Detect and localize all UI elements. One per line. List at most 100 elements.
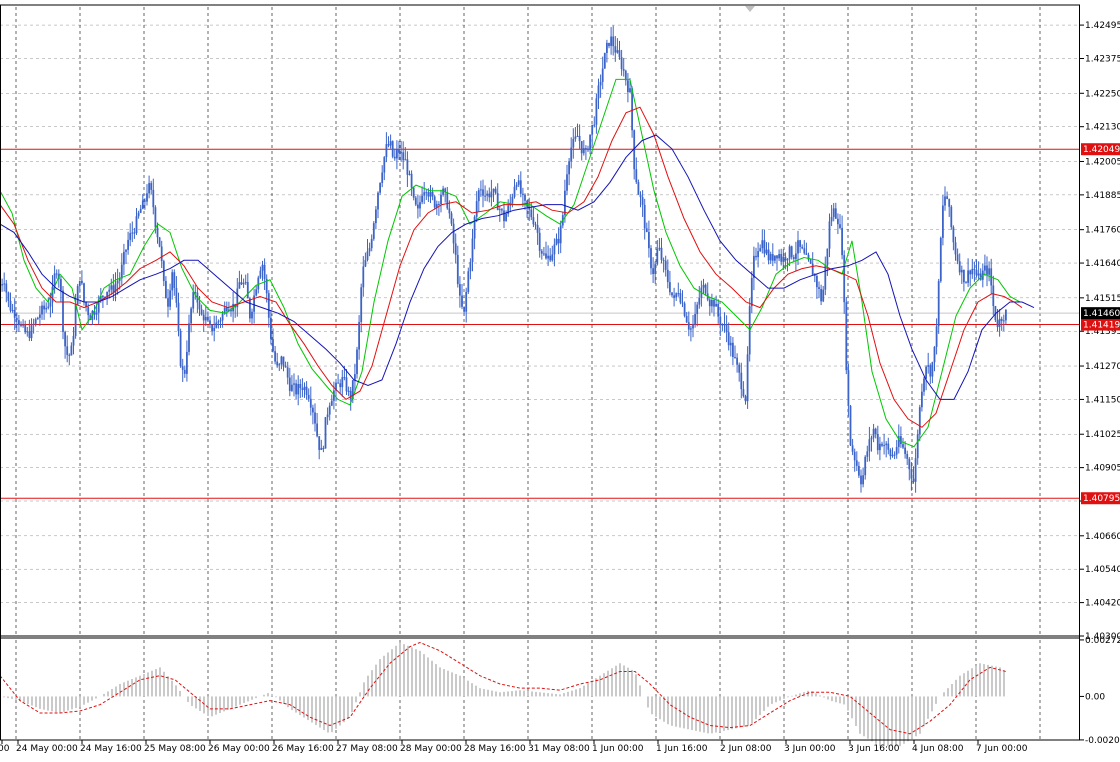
- time-tick-label: 25 May 08:00: [144, 744, 206, 754]
- price-bar: [225, 301, 228, 317]
- price-bar: [631, 86, 633, 138]
- level-price-tag: [1081, 143, 1120, 156]
- bar-body: [834, 208, 837, 219]
- bar-body: [417, 204, 419, 209]
- bar-body: [904, 447, 906, 454]
- price-bar: [918, 404, 921, 442]
- price-bar: [818, 281, 820, 299]
- bar-body: [719, 316, 722, 325]
- price-bar: [925, 365, 927, 391]
- bar-body: [34, 319, 37, 324]
- price-bar: [213, 315, 216, 342]
- price-bar: [135, 207, 138, 235]
- bar-body: [786, 258, 789, 261]
- bar-body: [519, 180, 522, 194]
- price-axis: 1.42495 1.42375 1.42250 1.42130 1.42005 1.418…: [1080, 21, 1120, 642]
- price-bar: [612, 25, 615, 56]
- price-bar: [654, 261, 657, 284]
- price-bar: [908, 457, 911, 481]
- bar-body: [935, 326, 938, 347]
- price-tick-label: 1.42130: [1085, 123, 1120, 133]
- bar-body: [597, 85, 600, 99]
- price-bar: [118, 272, 121, 290]
- bar-body: [280, 356, 283, 365]
- price-bar: [421, 186, 423, 205]
- bar-body: [765, 249, 768, 254]
- price-bar: [601, 56, 604, 90]
- bar-body: [845, 302, 848, 371]
- bar-body: [851, 445, 854, 452]
- bar-body: [385, 144, 388, 158]
- bar-body: [948, 198, 951, 207]
- bar-body: [864, 456, 867, 476]
- bar-body: [431, 191, 434, 197]
- price-bar: [551, 245, 554, 262]
- price-bar: [988, 261, 990, 282]
- bar-body: [381, 172, 384, 184]
- price-tick-label: 1.40660: [1085, 532, 1120, 542]
- price-bar: [591, 124, 594, 146]
- bar-body: [568, 161, 570, 175]
- price-bar: [822, 285, 825, 303]
- price-bar: [929, 363, 932, 385]
- price-bar: [160, 240, 163, 269]
- price-bar: [855, 451, 858, 472]
- bar-body: [5, 283, 8, 293]
- price-bar: [937, 278, 940, 334]
- bar-body: [15, 317, 18, 321]
- bar-body: [112, 285, 115, 293]
- current-price-label: 1.41460: [1083, 309, 1120, 319]
- bar-body: [360, 287, 363, 323]
- bar-body: [442, 188, 444, 195]
- bar-body: [95, 312, 98, 315]
- bar-body: [954, 242, 957, 255]
- bar-body: [278, 364, 281, 366]
- bar-body: [566, 174, 568, 191]
- price-bar: [137, 210, 140, 219]
- bar-body: [202, 314, 205, 321]
- price-bar: [837, 213, 839, 235]
- price-bar: [729, 335, 732, 357]
- bar-body: [900, 436, 902, 445]
- bar-body: [282, 356, 285, 366]
- bar-body: [480, 189, 482, 191]
- price-tick-label: 1.41025: [1085, 430, 1120, 440]
- bar-body: [36, 317, 39, 320]
- bar-body: [685, 315, 688, 323]
- price-bar: [826, 248, 829, 276]
- time-tick-label: 24 May 00:00: [16, 744, 78, 754]
- bar-body: [612, 36, 615, 47]
- bar-body: [175, 287, 178, 303]
- price-bar: [276, 352, 279, 368]
- price-bar: [719, 307, 722, 337]
- price-bar: [816, 273, 818, 299]
- price-bar: [328, 402, 331, 421]
- bar-body: [379, 183, 381, 193]
- price-bar: [299, 379, 302, 399]
- bar-body: [853, 451, 856, 461]
- price-bar: [217, 319, 220, 329]
- bar-body: [918, 407, 921, 435]
- bar-body: [223, 307, 226, 314]
- price-bar: [402, 141, 405, 170]
- bar-body: [776, 255, 778, 259]
- price-bar: [450, 211, 453, 227]
- price-bar: [879, 436, 881, 461]
- bar-body: [876, 434, 879, 451]
- bar-body: [740, 372, 743, 390]
- price-bar: [820, 284, 822, 306]
- level-price-tag: [1081, 492, 1120, 505]
- bar-body: [177, 302, 180, 332]
- bar-body: [748, 306, 751, 355]
- price-bar: [62, 286, 64, 340]
- scroll-marker-icon[interactable]: [745, 6, 755, 12]
- bar-body: [47, 306, 50, 308]
- price-bar: [505, 210, 507, 222]
- price-bar: [230, 305, 232, 317]
- price-bar: [280, 355, 283, 370]
- price-bar: [3, 272, 6, 292]
- bar-body: [501, 209, 503, 211]
- bar-body: [372, 223, 375, 239]
